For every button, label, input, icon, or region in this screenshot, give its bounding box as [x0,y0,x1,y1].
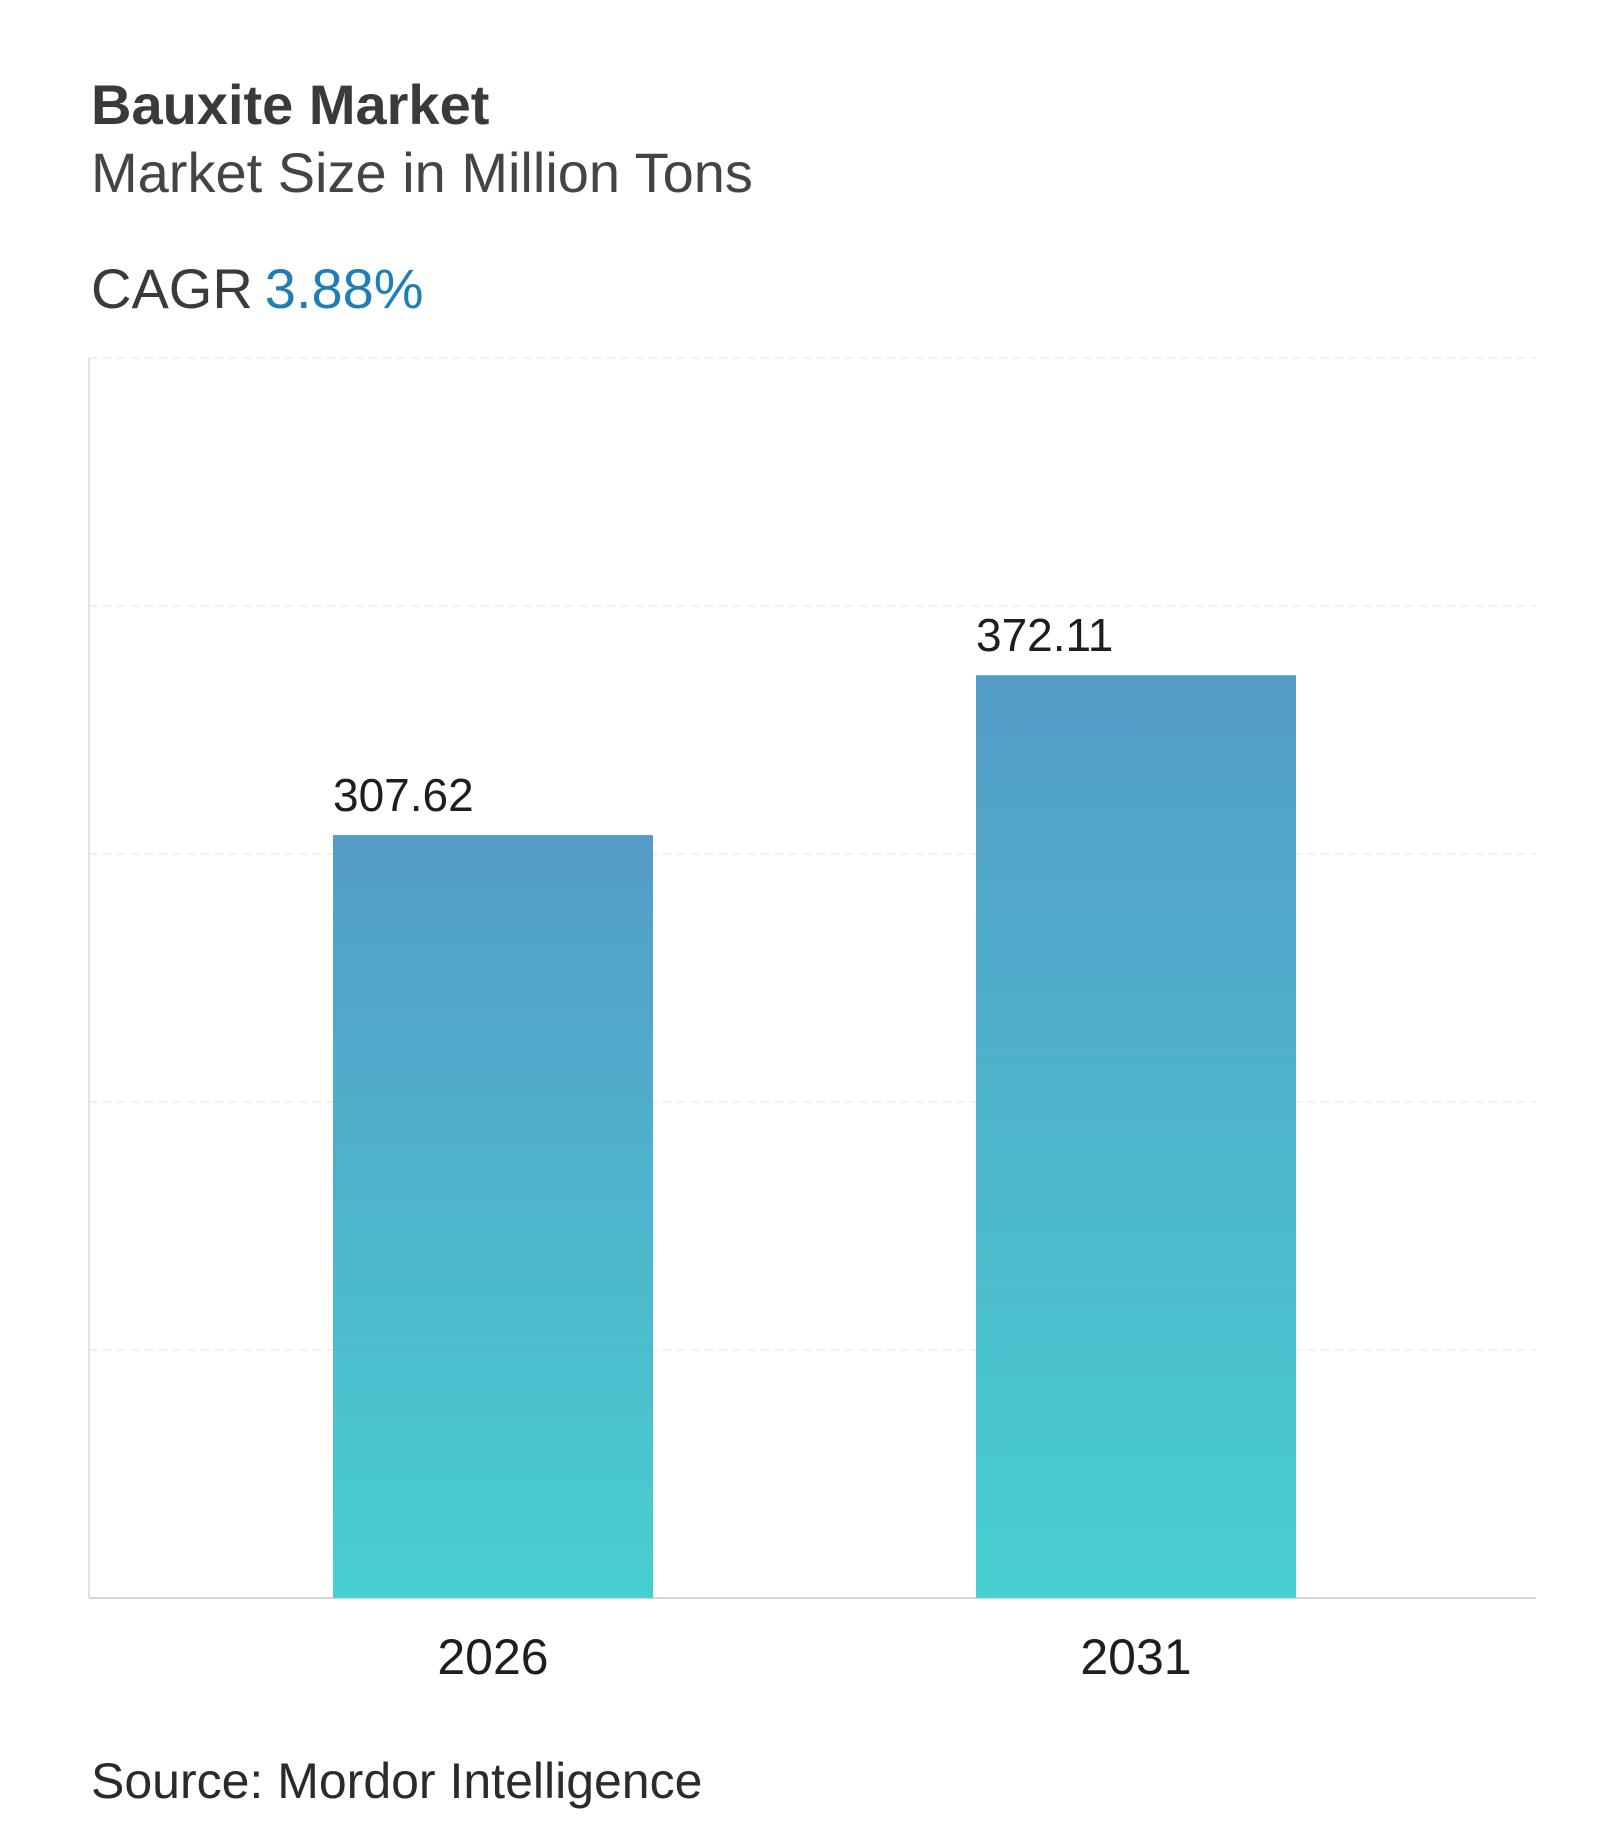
cagr-label: CAGR [91,257,253,320]
chart-title: Bauxite Market [91,73,490,136]
x-tick-labels: 2026 2031 [437,1629,1191,1685]
gridlines [89,357,1536,1351]
data-labels: 307.62 372.11 [333,609,1113,821]
cagr-line: CAGR 3.88% [91,256,424,321]
cagr-value: 3.88% [264,257,424,320]
x-tick-2026: 2026 [437,1629,548,1685]
chart-subtitle: Market Size in Million Tons [91,141,753,204]
bar-2026 [333,835,653,1598]
bars [333,675,1296,1598]
bar-2031 [976,675,1296,1598]
source-note: Source: Mordor Intelligence [91,1753,703,1809]
x-tick-2031: 2031 [1080,1629,1191,1685]
data-label-2026: 307.62 [333,769,474,821]
data-label-2031: 372.11 [976,609,1113,661]
